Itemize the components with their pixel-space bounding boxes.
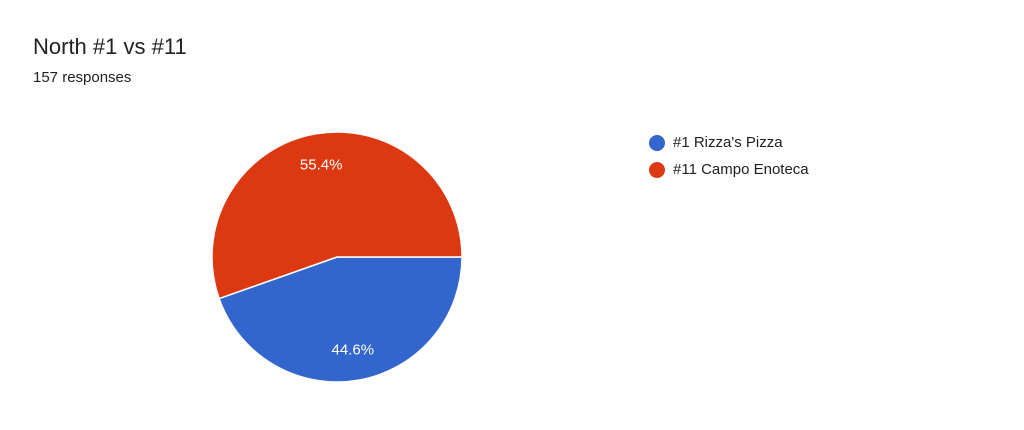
pie-slice-1[interactable] <box>211 131 463 300</box>
legend-swatch <box>649 161 665 178</box>
legend: #1 Rizza's Pizza #11 Campo Enoteca <box>649 129 809 183</box>
response-count: 157 responses <box>33 69 132 86</box>
pie-slice-label-0: 44.6% <box>332 341 375 358</box>
chart-title: North #1 vs #11 <box>33 34 187 59</box>
pie-slice-0[interactable] <box>218 256 463 383</box>
legend-item-rizzas-pizza[interactable]: #1 Rizza's Pizza <box>649 129 809 156</box>
pie-slice-label-1: 55.4% <box>300 157 343 174</box>
legend-label: #11 Campo Enoteca <box>673 161 809 178</box>
legend-item-campo-enoteca[interactable]: #11 Campo Enoteca <box>649 156 809 183</box>
legend-label: #1 Rizza's Pizza <box>673 134 783 151</box>
legend-swatch <box>649 134 665 151</box>
